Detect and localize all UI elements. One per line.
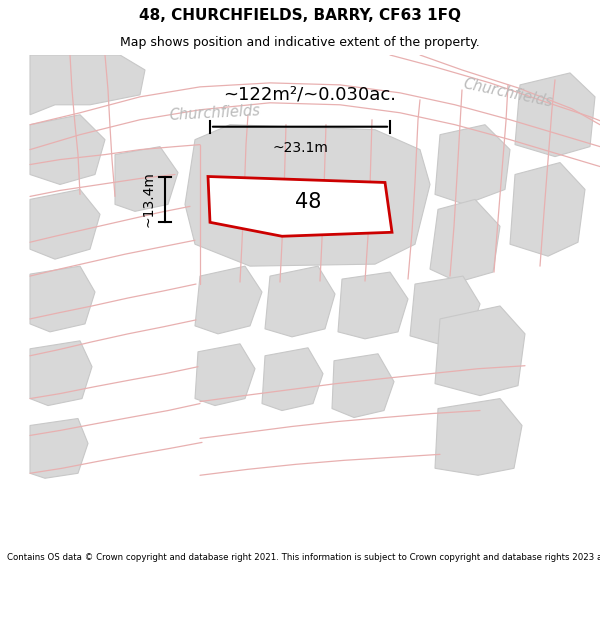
Polygon shape [185,125,430,266]
Polygon shape [195,266,262,334]
Text: ~23.1m: ~23.1m [272,141,328,154]
Text: ~13.4m: ~13.4m [141,171,155,227]
Polygon shape [115,147,178,211]
Polygon shape [30,266,95,332]
Polygon shape [338,272,408,339]
Polygon shape [515,73,595,157]
Polygon shape [435,399,522,475]
Polygon shape [30,189,100,259]
Polygon shape [30,55,145,115]
Text: ~122m²/~0.030ac.: ~122m²/~0.030ac. [223,86,397,104]
Text: Map shows position and indicative extent of the property.: Map shows position and indicative extent… [120,36,480,49]
Polygon shape [30,419,88,478]
Polygon shape [208,176,392,236]
Polygon shape [435,125,510,204]
Polygon shape [30,115,105,184]
Polygon shape [332,354,394,418]
Polygon shape [265,266,335,337]
Polygon shape [430,199,500,282]
Text: Churchfields: Churchfields [462,76,554,109]
Polygon shape [410,276,480,344]
Polygon shape [510,162,585,256]
Polygon shape [30,341,92,406]
Polygon shape [262,348,323,411]
Text: Contains OS data © Crown copyright and database right 2021. This information is : Contains OS data © Crown copyright and d… [7,553,600,562]
Text: 48, CHURCHFIELDS, BARRY, CF63 1FQ: 48, CHURCHFIELDS, BARRY, CF63 1FQ [139,8,461,23]
Polygon shape [435,306,525,396]
Polygon shape [195,344,255,406]
Text: Churchfields: Churchfields [169,103,261,122]
Text: 48: 48 [295,192,321,213]
